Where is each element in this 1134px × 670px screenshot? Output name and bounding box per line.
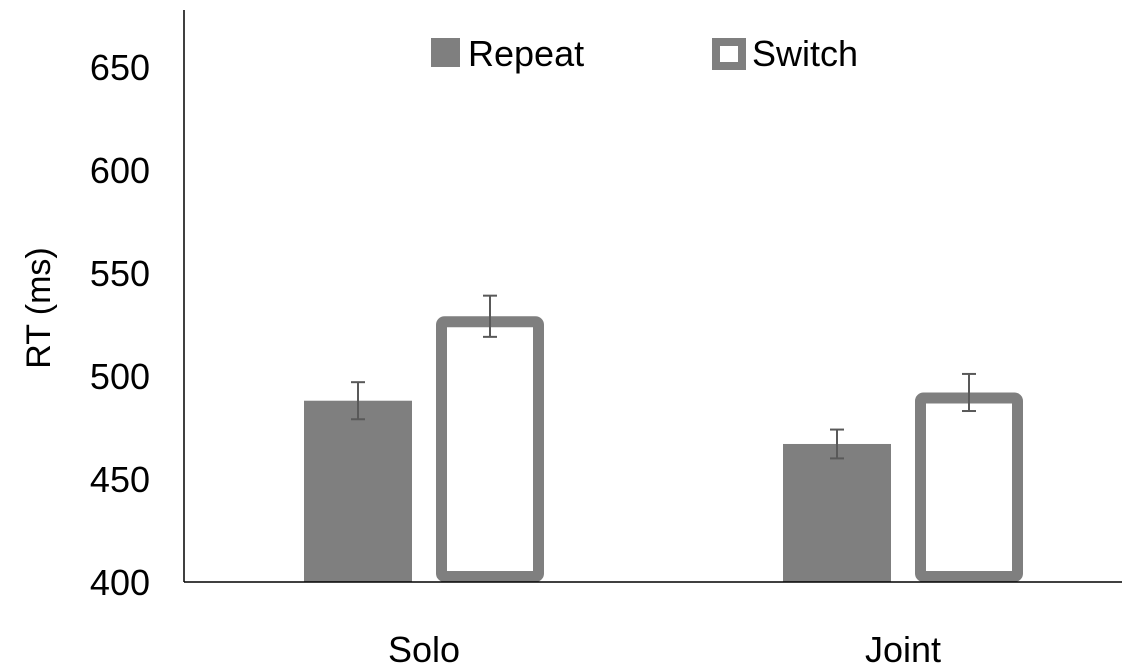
x-tick-labels: Solo Joint (388, 629, 941, 670)
y-tick-label: 600 (90, 150, 150, 191)
error-bars (351, 294, 976, 460)
bars (304, 316, 1023, 583)
x-tick-label-solo: Solo (388, 629, 460, 670)
legend-swatch-switch (712, 38, 746, 70)
bar-switch-joint (915, 392, 1023, 583)
y-axis-title: RT (ms) (20, 247, 58, 369)
legend-label-repeat: Repeat (468, 33, 584, 74)
y-tick-labels: 400 450 500 550 600 650 (90, 47, 150, 603)
bar-switch-solo (436, 316, 544, 583)
legend: Repeat Switch (431, 33, 858, 74)
legend-item-repeat: Repeat (431, 33, 584, 74)
error-bar-repeat-joint (830, 428, 844, 460)
y-tick-label: 450 (90, 459, 150, 500)
y-axis-title-group: RT (ms) (20, 247, 58, 369)
error-bar-repeat-solo (351, 381, 365, 421)
bar-repeat-solo (304, 400, 412, 582)
y-tick-label: 550 (90, 253, 150, 294)
bar-repeat-joint (783, 443, 891, 582)
y-tick-label: 650 (90, 47, 150, 88)
y-tick-label: 400 (90, 562, 150, 603)
legend-item-switch: Switch (712, 33, 858, 74)
x-tick-label-joint: Joint (865, 629, 941, 670)
y-tick-label: 500 (90, 356, 150, 397)
legend-swatch-repeat (431, 38, 460, 67)
error-bar-switch-solo (483, 294, 497, 338)
axes (183, 10, 1122, 583)
legend-label-switch: Switch (752, 33, 858, 74)
error-bar-switch-joint (962, 372, 976, 413)
